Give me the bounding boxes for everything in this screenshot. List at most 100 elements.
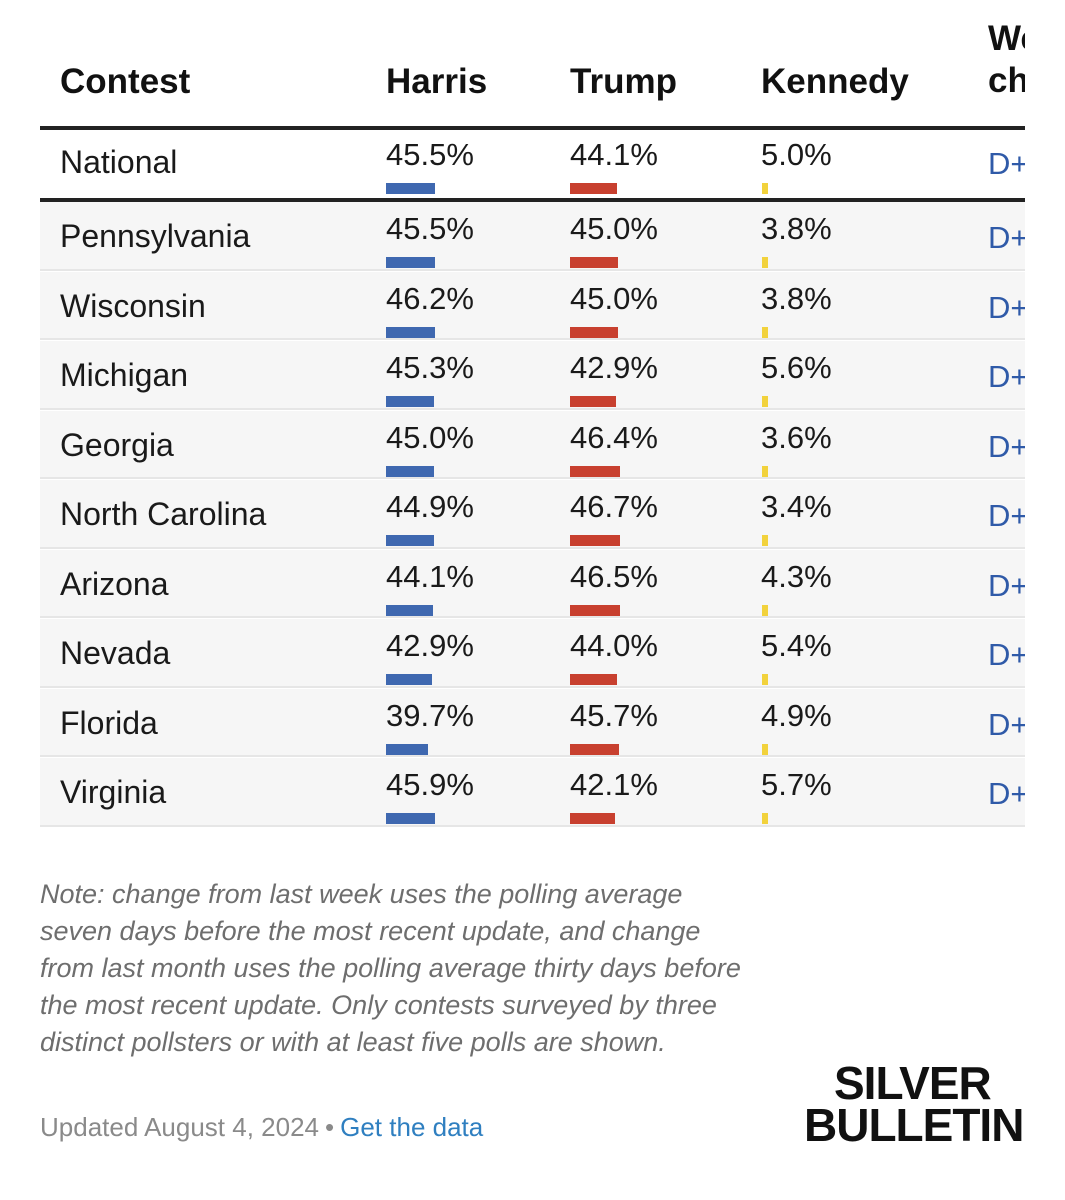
logo-line-2: BULLETIN [804,1099,1024,1151]
kennedy-value: 5.7% [761,767,832,802]
kennedy-bar [762,674,768,685]
harris-bar [386,257,435,268]
kennedy-bar [762,465,768,477]
week-change-value[interactable]: D+ [988,706,1025,742]
harris-bar [386,396,434,407]
contest-name: Virginia [60,774,167,810]
harris-value: 39.7% [386,697,474,733]
methodology-note: Note: change from last week uses the pol… [40,879,741,1057]
week-change-value[interactable]: D+ [988,776,1025,811]
contest-name: Michigan [60,357,189,393]
week-change-value[interactable]: D+ [988,359,1025,394]
row-divider [40,477,1025,479]
header-trump[interactable]: Trump [570,62,677,101]
row-divider [40,407,1025,410]
table-row[interactable]: Nevada 42.9% 44.0% 5.4% D+ [40,619,1025,688]
trump-bar [570,396,616,407]
logo-line-1: SILVER [834,1062,992,1109]
trump-bar [570,257,618,268]
table-row[interactable]: North Carolina 44.9% 46.7% 3.4% D+ [40,480,1025,549]
trump-value: 44.0% [570,628,658,663]
kennedy-bar [762,535,768,546]
trump-value: 44.1% [570,137,658,172]
table-row[interactable]: Georgia 45.0% 46.4% 3.6% D+ [40,410,1025,479]
harris-value: 45.0% [386,419,474,455]
kennedy-bar [762,183,768,194]
trump-bar [570,465,620,477]
week-change-value[interactable]: D+ [988,637,1025,672]
kennedy-value: 5.6% [761,350,832,385]
kennedy-bar [762,326,768,338]
header-week-change[interactable]: Week change [988,18,1025,102]
header-week-change-line2: change [988,61,1025,100]
harris-bar [386,604,433,616]
table-row-national[interactable]: National 45.5% 44.1% 5.0% D+ [40,130,1025,198]
contest-name: North Carolina [60,496,267,532]
table-row[interactable]: Wisconsin 46.2% 45.0% 3.8% D+ [40,271,1025,340]
row-divider [40,546,1025,549]
updated-line: Updated August 4, 2024 • Get the data [40,1112,483,1143]
trump-value: 46.7% [570,489,658,524]
header-kennedy[interactable]: Kennedy [761,62,909,101]
table-row[interactable]: Florida 39.7% 45.7% 4.9% D+ [40,688,1025,757]
harris-bar [386,743,428,755]
kennedy-value: 5.4% [761,628,832,663]
harris-bar [386,183,435,194]
harris-value: 45.3% [386,350,474,385]
trump-value: 46.4% [570,419,658,455]
table-row[interactable]: Michigan 45.3% 42.9% 5.6% D+ [40,341,1025,410]
trump-value: 45.7% [570,697,658,733]
week-change-value[interactable]: D+ [988,146,1025,181]
contest-name: Florida [60,704,158,741]
trump-value: 45.0% [570,211,658,246]
week-change-value[interactable]: D+ [988,567,1025,603]
table-row[interactable]: Arizona 44.1% 46.5% 4.3% D+ [40,549,1025,618]
contest-name: National [60,144,178,180]
trump-bar [570,326,618,338]
header-week-change-line1: Week [988,19,1025,58]
header-contest[interactable]: Contest [60,62,191,101]
table-row[interactable]: Pennsylvania 45.5% 45.0% 3.8% D+ [40,202,1025,271]
contest-name: Pennsylvania [60,218,251,254]
contest-name: Nevada [60,635,171,671]
table-row[interactable]: Virginia 45.9% 42.1% 5.7% D+ [40,758,1025,827]
week-change-value[interactable]: D+ [988,428,1025,464]
silver-bulletin-logo: SILVER BULLETIN [804,1062,1025,1152]
kennedy-bar [762,813,768,824]
harris-bar [386,813,435,824]
harris-bar [386,535,434,546]
row-divider [40,616,1025,618]
row-divider [40,268,1025,271]
trump-bar [570,183,617,194]
updated-date: Updated August 4, 2024 [40,1112,320,1142]
trump-value: 46.5% [570,558,658,594]
contest-name: Arizona [60,565,169,602]
kennedy-bar [762,604,768,616]
get-the-data-link[interactable]: Get the data [340,1112,484,1142]
kennedy-bar [762,396,768,407]
harris-bar [386,674,432,685]
row-divider [40,338,1025,340]
harris-value: 45.9% [386,767,474,802]
row-divider [40,755,1025,757]
week-change-value[interactable]: D+ [988,498,1025,533]
table-header: Contest Harris Trump Kennedy Week change [40,0,1025,128]
harris-value: 45.5% [386,211,474,246]
contest-name: Georgia [60,426,174,463]
kennedy-value: 4.3% [761,558,832,594]
national-divider [40,198,1025,202]
header-divider [40,126,1025,130]
harris-value: 44.1% [386,558,474,594]
kennedy-value: 4.9% [761,697,832,733]
trump-bar [570,674,617,685]
harris-value: 42.9% [386,628,474,663]
week-change-value[interactable]: D+ [988,289,1025,325]
kennedy-bar [762,257,768,268]
kennedy-value: 3.4% [761,489,832,524]
trump-bar [570,604,620,616]
week-change-value[interactable]: D+ [988,220,1025,255]
kennedy-value: 3.8% [761,280,832,316]
header-harris[interactable]: Harris [386,62,488,101]
harris-value: 46.2% [386,280,474,316]
trump-bar [570,813,615,824]
